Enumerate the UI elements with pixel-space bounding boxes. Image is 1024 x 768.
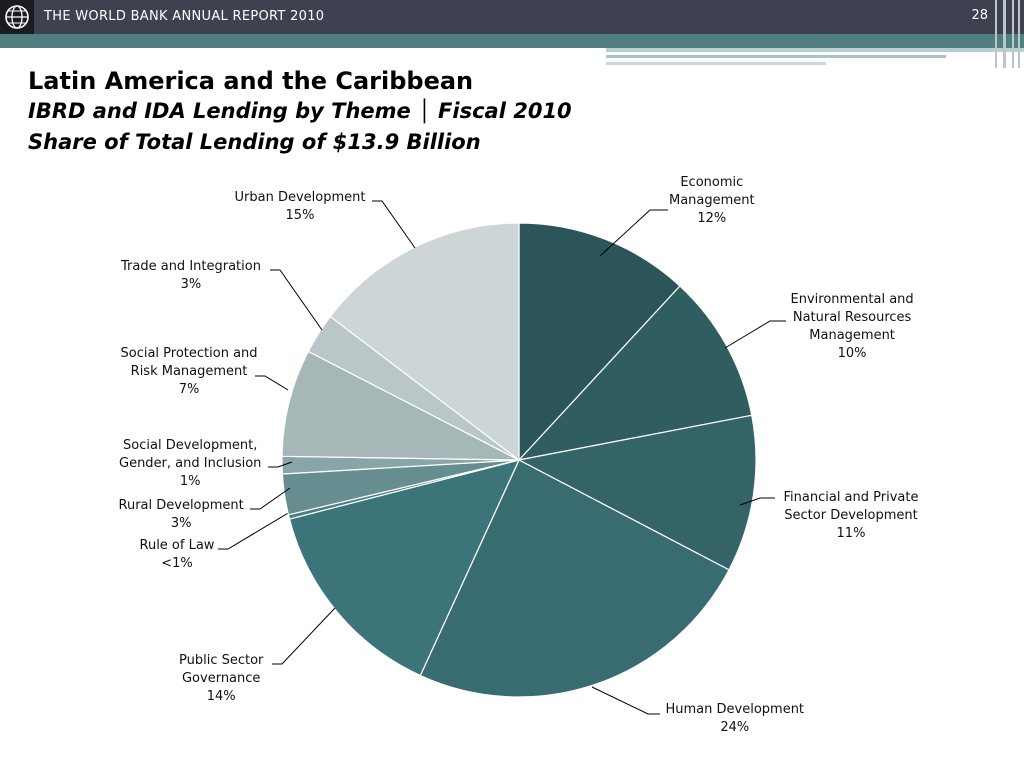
leader-line [218, 505, 301, 550]
slice-percent: 3% [170, 516, 192, 531]
leader-line [272, 607, 336, 665]
slice-name: Social Development, Gender, and Inclusio… [119, 438, 262, 471]
slide-titles: Latin America and the Caribbean IBRD and… [28, 66, 572, 158]
leader-line [270, 269, 323, 331]
slice-label: Social Protection and Risk Management 7% [121, 345, 258, 399]
decor-line [1012, 0, 1014, 68]
slice-name: Social Protection and Risk Management [120, 346, 258, 379]
slice-name: Environmental and Natural Resources Mana… [790, 292, 914, 343]
slice-percent: 1% [179, 474, 201, 489]
leader-line [250, 487, 291, 510]
slice-name: Financial and Private Sector Development [783, 490, 919, 523]
slice-percent: 12% [697, 211, 727, 226]
leader-line [255, 375, 289, 391]
decor-line [606, 48, 1024, 52]
report-title: THE WORLD BANK ANNUAL REPORT 2010 [44, 9, 325, 24]
slice-name: Economic Management [669, 175, 755, 208]
slice-percent: <1% [161, 556, 193, 571]
slice-label: Social Development, Gender, and Inclusio… [119, 437, 261, 491]
pie-slice [518, 222, 681, 462]
slice-percent: 7% [178, 382, 200, 397]
slice-name: Public Sector Governance [179, 653, 264, 686]
slice-name: Trade and Integration [121, 259, 261, 274]
leader-line [268, 461, 293, 468]
page-number: 28 [971, 8, 988, 23]
slice-label: Trade and Integration 3% [121, 258, 261, 294]
slice-label: Human Development 24% [666, 701, 805, 737]
slice-name: Rule of Law [139, 538, 215, 553]
slice-label: Financial and Private Sector Development… [784, 489, 919, 543]
slice-percent: 11% [836, 526, 866, 541]
slice-percent: 24% [720, 720, 750, 735]
header-band [0, 34, 1024, 48]
decor-line [1018, 0, 1020, 68]
slice-label: Public Sector Governance 14% [179, 652, 263, 706]
chart-subtitle-total: Share of Total Lending of $13.9 Billion [28, 130, 481, 154]
slice-name: Urban Development [234, 190, 366, 205]
decor-line [606, 55, 946, 58]
slice-label: Rule of Law <1% [140, 537, 215, 573]
leader-line [372, 200, 416, 249]
slice-label: Urban Development 15% [235, 189, 366, 225]
decor-line [995, 0, 997, 68]
pie-slice [288, 459, 521, 677]
decor-line [1003, 0, 1006, 68]
world-bank-logo [0, 0, 34, 34]
chart-subtitle: IBRD and IDA Lending by Theme │ Fiscal 2… [28, 99, 572, 123]
slice-label: Environmental and Natural Resources Mana… [791, 291, 914, 363]
leader-line [599, 209, 668, 257]
slice-name: Rural Development [118, 498, 244, 513]
slice-percent: 3% [180, 277, 202, 292]
slice-name: Human Development [665, 702, 805, 717]
decor-line [606, 62, 826, 65]
slice-percent: 10% [837, 346, 867, 361]
leader-line [739, 497, 775, 506]
leader-line [591, 686, 660, 715]
pie-slice [517, 285, 753, 461]
pie-slice [517, 414, 757, 571]
pie-slice [419, 459, 730, 698]
slice-label: Economic Management 12% [669, 174, 755, 228]
pie-slice [329, 222, 520, 462]
leader-line [724, 320, 786, 349]
chart-title: Latin America and the Caribbean [28, 67, 474, 95]
slice-percent: 14% [206, 689, 236, 704]
pie-slice [281, 350, 520, 461]
slice-percent: 15% [285, 208, 315, 223]
header-bar: THE WORLD BANK ANNUAL REPORT 2010 28 [0, 0, 1024, 34]
slice-label: Rural Development 3% [119, 497, 244, 533]
